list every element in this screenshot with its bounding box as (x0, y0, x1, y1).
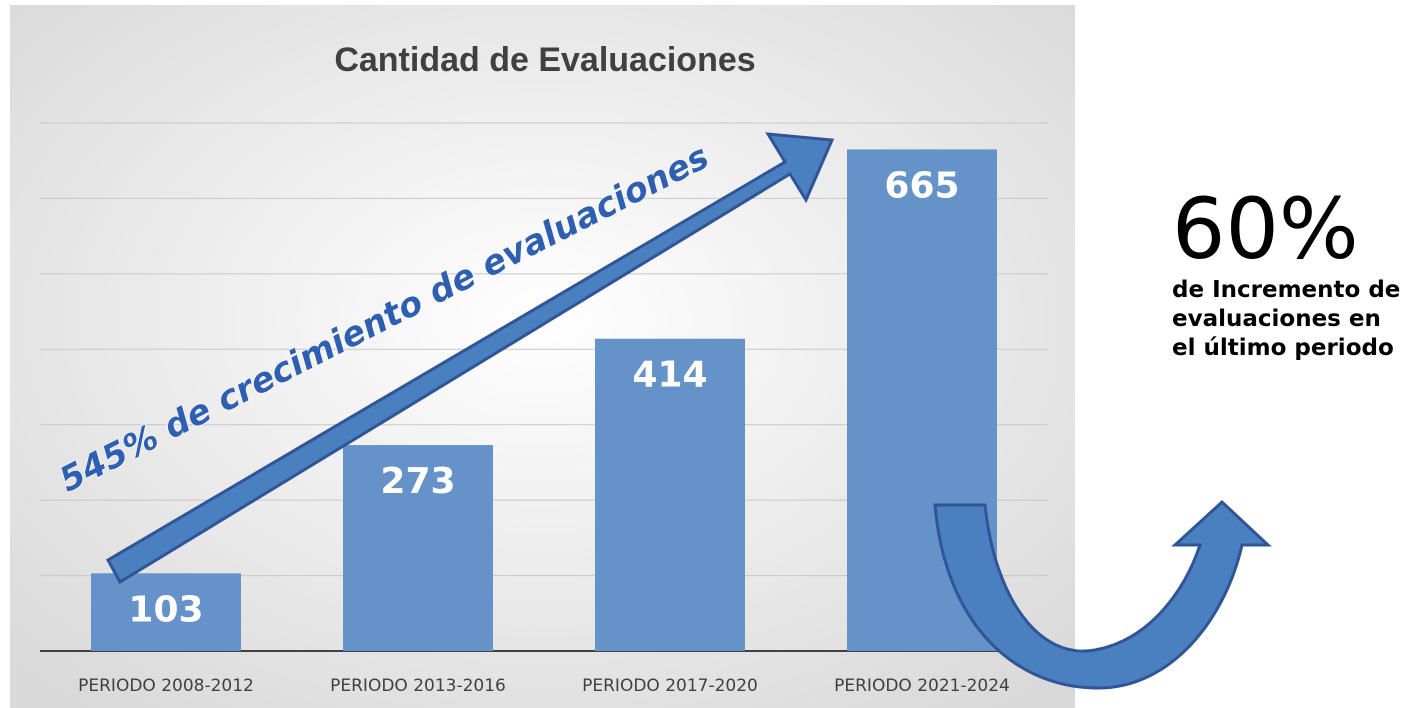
growth-arrow (105, 132, 835, 585)
x-tick-label: PERIODO 2008-2012 (78, 676, 254, 696)
increment-value: 60% (1172, 180, 1359, 278)
bar (595, 338, 745, 651)
increment-text: de Incremento de evaluaciones en el últi… (1172, 277, 1401, 361)
bar (91, 573, 241, 651)
x-tick-label: PERIODO 2013-2016 (330, 676, 506, 696)
x-tick-label: PERIODO 2021-2024 (834, 676, 1010, 696)
chart-title: Cantidad de Evaluaciones (334, 41, 755, 79)
data-label: 273 (380, 461, 455, 502)
bar (343, 445, 493, 651)
increment-arrow (933, 499, 1272, 690)
data-label: 414 (632, 355, 707, 396)
data-label: 665 (884, 165, 959, 206)
data-label: 103 (128, 589, 203, 630)
x-tick-label: PERIODO 2017-2020 (582, 676, 758, 696)
